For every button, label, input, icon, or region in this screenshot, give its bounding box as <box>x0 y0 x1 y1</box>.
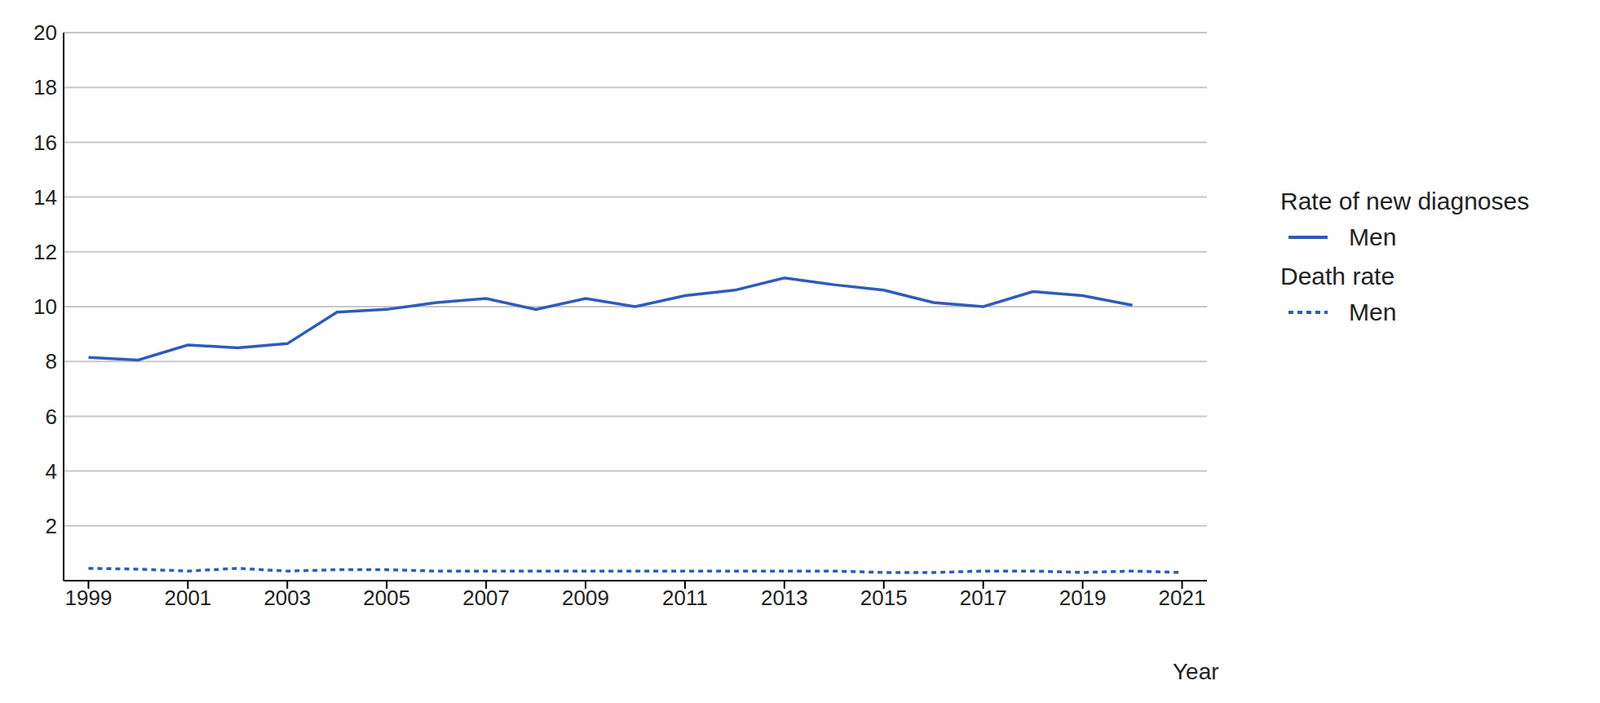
svg-text:2019: 2019 <box>1059 585 1107 610</box>
svg-text:16: 16 <box>33 130 58 155</box>
svg-text:4: 4 <box>45 459 58 484</box>
svg-text:10: 10 <box>33 294 58 319</box>
svg-text:18: 18 <box>33 75 58 100</box>
svg-text:20: 20 <box>33 20 58 45</box>
svg-text:1999: 1999 <box>65 585 113 610</box>
svg-text:14: 14 <box>33 185 58 210</box>
svg-text:2007: 2007 <box>462 585 510 610</box>
svg-text:2021: 2021 <box>1158 585 1207 610</box>
svg-text:12: 12 <box>33 239 58 265</box>
html-text:Rate of new diagnoses: Rate of new diagnoses <box>1280 187 1530 215</box>
svg-text:2: 2 <box>45 513 58 539</box>
html-text:Men: Men <box>1348 298 1397 326</box>
svg-text:2015: 2015 <box>860 585 908 610</box>
svg-text:2003: 2003 <box>263 585 311 610</box>
html-text:Death rate: Death rate <box>1280 262 1395 290</box>
svg-text:2009: 2009 <box>561 585 610 610</box>
svg-text:6: 6 <box>45 404 58 429</box>
svg-text:2005: 2005 <box>362 585 411 610</box>
svg-text:8: 8 <box>45 349 58 374</box>
svg-text:2001: 2001 <box>163 585 212 610</box>
svg-text:2013: 2013 <box>760 585 809 610</box>
html-text:Year: Year <box>1172 658 1219 685</box>
svg-text:2011: 2011 <box>662 585 708 610</box>
html-text:Men: Men <box>1348 223 1397 251</box>
svg-text:2017: 2017 <box>959 585 1008 610</box>
